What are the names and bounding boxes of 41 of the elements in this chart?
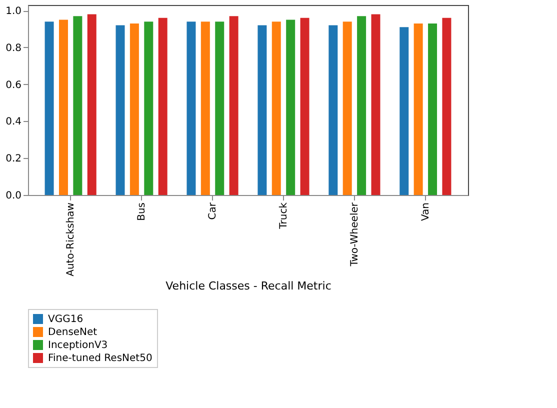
y-tick-label: 0.2 <box>6 154 22 165</box>
bar <box>342 22 352 195</box>
bar <box>58 20 68 195</box>
legend-label: VGG16 <box>48 314 84 325</box>
bar <box>158 18 168 195</box>
bar <box>229 16 238 195</box>
bar <box>371 14 380 195</box>
y-tick-label: 0.4 <box>6 116 22 128</box>
bar <box>130 23 139 195</box>
y-tick-label: 0.8 <box>6 42 22 54</box>
bar <box>300 18 310 195</box>
bar <box>414 23 423 195</box>
bar <box>428 23 438 195</box>
y-tick-label: 1.0 <box>6 6 22 18</box>
bar <box>442 18 452 195</box>
bar <box>286 20 296 195</box>
bar <box>73 16 82 195</box>
y-tick-label: 0.6 <box>6 80 22 91</box>
bar <box>44 22 54 195</box>
bar <box>400 27 409 195</box>
bar <box>215 22 224 195</box>
bar <box>328 25 338 195</box>
x-tick-label: Bus <box>136 202 148 221</box>
bar <box>87 14 96 195</box>
bar <box>357 16 366 195</box>
x-tick-label: Two-Wheeler <box>349 202 360 268</box>
x-tick-label: Auto-Rickshaw <box>66 202 77 276</box>
legend-label: Fine-tuned ResNet50 <box>48 353 152 364</box>
bar <box>186 22 196 195</box>
bar <box>116 25 125 195</box>
legend-label: InceptionV3 <box>48 340 108 351</box>
legend-label: DenseNet <box>48 327 98 338</box>
bar <box>144 22 154 195</box>
x-tick-label: Truck <box>278 202 290 230</box>
bar <box>258 25 267 195</box>
x-axis-title: Vehicle Classes - Recall Metric <box>166 279 332 292</box>
y-tick-label: 0.0 <box>6 190 22 202</box>
bar <box>200 22 210 195</box>
x-tick-label: Car <box>208 202 219 220</box>
x-tick-label: Van <box>420 202 432 222</box>
bar <box>272 22 281 195</box>
